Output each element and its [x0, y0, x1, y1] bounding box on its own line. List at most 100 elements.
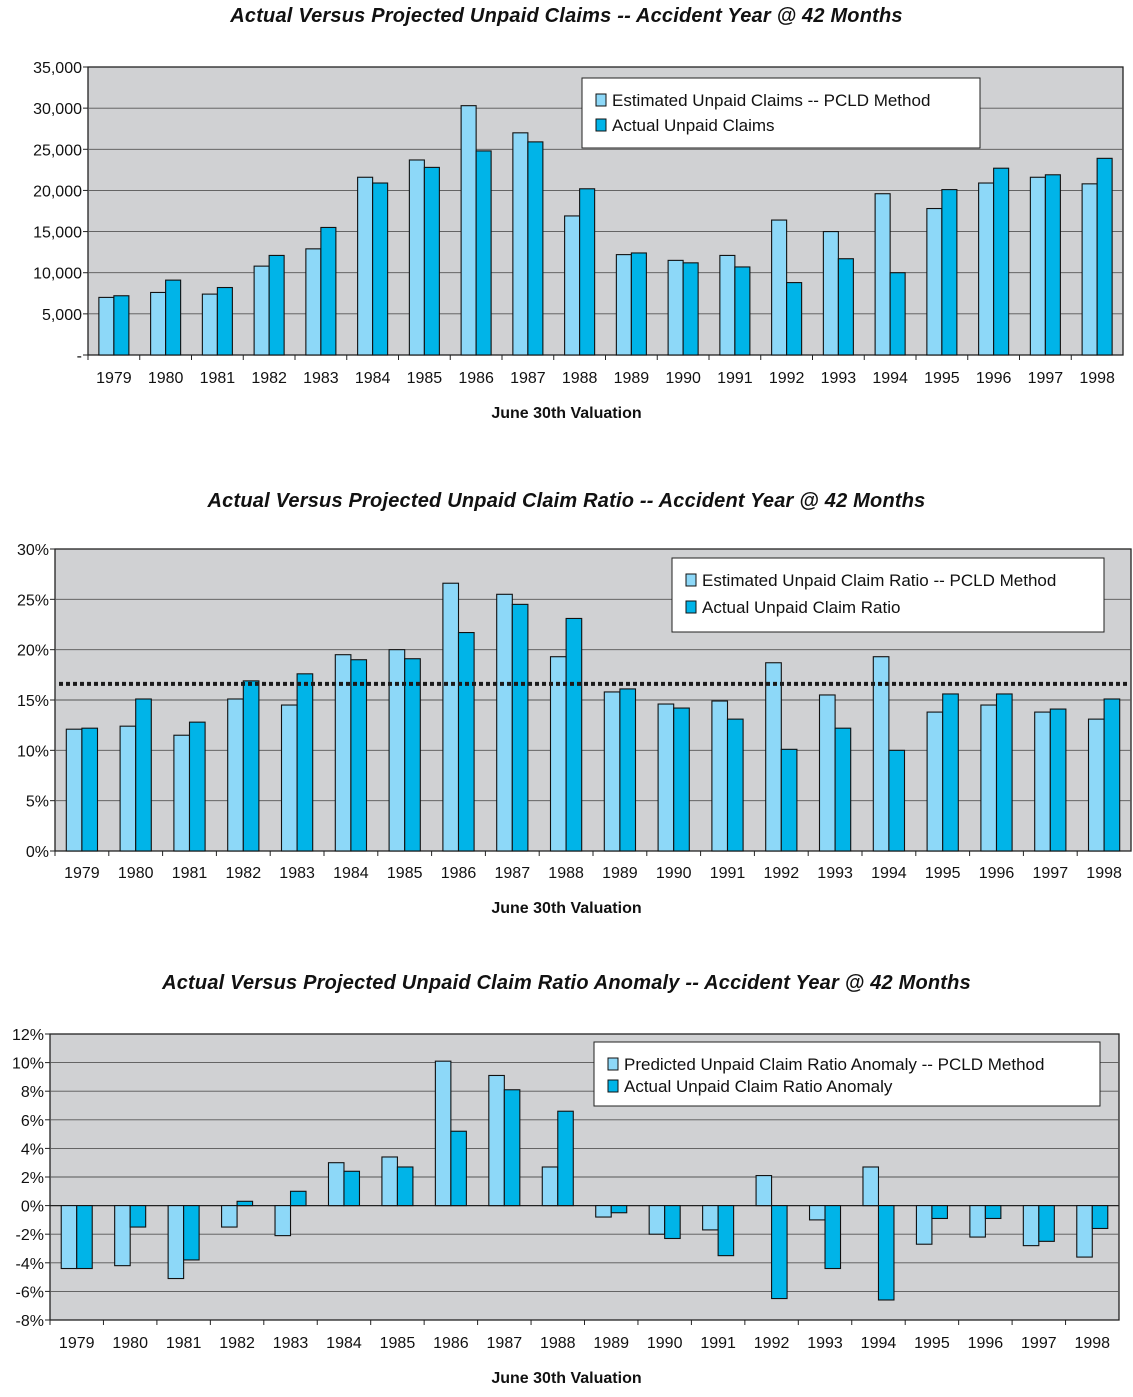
bar-actual-1994: [889, 272, 906, 356]
x-tick-label: 1981: [172, 865, 208, 882]
y-tick-label: 25,000: [33, 142, 82, 159]
bar-actual-1985: [396, 1166, 414, 1207]
x-tick-label: 1994: [872, 370, 908, 387]
x-tick-label: 1987: [510, 370, 546, 387]
bar-estimated-1993: [808, 1205, 826, 1221]
bar-estimated-1979: [65, 728, 83, 852]
legend-label: Estimated Unpaid Claims -- PCLD Method: [612, 91, 930, 110]
bar-actual-1989: [619, 688, 637, 852]
y-tick-label: 20%: [17, 643, 49, 660]
bar-actual-1980: [129, 1205, 147, 1228]
bar-actual-1995: [941, 189, 958, 356]
bar-estimated-1995: [915, 1205, 933, 1245]
legend-label: Actual Unpaid Claim Ratio Anomaly: [624, 1077, 893, 1096]
x-tick-label: 1991: [717, 370, 753, 387]
bar-estimated-1994: [862, 1166, 880, 1207]
bar-actual-1990: [664, 1205, 681, 1240]
bar-actual-1992: [771, 1205, 788, 1300]
bar-estimated-1997: [1022, 1205, 1040, 1247]
bar-actual-1986: [475, 150, 492, 356]
x-tick-label: 1990: [647, 1335, 683, 1352]
bar-actual-1993: [834, 727, 852, 852]
x-tick-label: 1986: [441, 865, 477, 882]
x-tick-label: 1979: [59, 1335, 95, 1352]
bar-estimated-1992: [765, 662, 782, 852]
bar-actual-1988: [565, 617, 583, 852]
bar-actual-1996: [995, 693, 1013, 852]
x-tick-label: 1984: [333, 865, 369, 882]
bar-actual-1995: [942, 693, 959, 852]
bar-actual-1988: [579, 188, 596, 356]
legend-swatch: [607, 1057, 619, 1071]
chart-3-plot: -8% -6% -4% -2% 0% 2% 4% 6% 8% 10% 12% 1979 1980 1981…: [12, 1027, 1120, 1352]
bar-actual-1991: [734, 266, 751, 356]
x-tick-label: 1994: [871, 865, 907, 882]
y-tick-label: 35,000: [33, 60, 82, 77]
x-tick-label: 1983: [273, 1335, 309, 1352]
x-tick-label: 1985: [407, 370, 443, 387]
legend-swatch: [685, 573, 697, 587]
legend-label: Estimated Unpaid Claim Ratio -- PCLD Met…: [702, 571, 1056, 590]
bar-actual-1997: [1044, 174, 1061, 356]
y-tick-label: 12%: [12, 1027, 44, 1044]
bar-actual-1981: [188, 721, 206, 852]
x-tick-label: 1997: [1033, 865, 1069, 882]
bar-estimated-1983: [274, 1205, 292, 1237]
chart-3-title: Actual Versus Projected Unpaid Claim Rat…: [162, 972, 971, 994]
y-tick-label: 10,000: [33, 266, 82, 283]
bar-actual-1997: [1049, 708, 1067, 852]
y-tick-label: 8%: [21, 1084, 44, 1101]
bar-actual-1984: [350, 659, 368, 852]
x-tick-label: 1980: [148, 370, 184, 387]
x-tick-label: 1989: [602, 865, 638, 882]
bar-actual-1992: [786, 282, 803, 356]
bar-estimated-1989: [595, 1205, 612, 1218]
bar-estimated-1980: [119, 725, 137, 852]
bar-actual-1987: [527, 141, 544, 356]
x-tick-label: 1990: [665, 370, 701, 387]
bar-actual-1981: [216, 286, 233, 356]
x-tick-label: 1997: [1021, 1335, 1057, 1352]
legend-box: [671, 557, 1105, 633]
bar-actual-1993: [824, 1205, 842, 1270]
x-tick-label: 1998: [1086, 865, 1122, 882]
bar-actual-1984: [343, 1170, 361, 1207]
chart-1-plot: - 5,000 10,000 15,000 20,000 25,000 30,000 35,0…: [33, 60, 1124, 387]
bar-estimated-1982: [221, 1205, 238, 1228]
x-tick-label: 1992: [754, 1335, 790, 1352]
bar-actual-1982: [242, 680, 260, 852]
bar-actual-1987: [503, 1089, 521, 1207]
x-tick-label: 1992: [769, 370, 805, 387]
bar-actual-1991: [726, 718, 744, 852]
y-tick-label: 10%: [17, 743, 49, 760]
bar-actual-1984: [372, 182, 389, 356]
x-tick-label: 1981: [166, 1335, 202, 1352]
bar-actual-1983: [320, 226, 337, 356]
bar-estimated-1982: [227, 698, 244, 852]
x-tick-label: 1983: [279, 865, 315, 882]
y-tick-label: 4%: [21, 1141, 44, 1158]
x-tick-label: 1981: [200, 370, 236, 387]
y-tick-label: -2%: [16, 1227, 44, 1244]
x-tick-label: 1997: [1028, 370, 1064, 387]
bar-estimated-1988: [541, 1166, 559, 1207]
y-tick-label: 2%: [21, 1170, 44, 1187]
bar-actual-1982: [268, 254, 285, 356]
bar-estimated-1993: [818, 694, 836, 852]
y-tick-label: 15,000: [33, 225, 82, 242]
bar-actual-1994: [877, 1205, 895, 1301]
bar-actual-1989: [610, 1205, 628, 1214]
x-tick-label: 1989: [614, 370, 650, 387]
x-tick-label: 1987: [487, 1335, 523, 1352]
x-tick-label: 1984: [326, 1335, 362, 1352]
bar-estimated-1992: [755, 1175, 773, 1207]
x-tick-label: 1979: [96, 370, 132, 387]
chart-1-title: Actual Versus Projected Unpaid Claims --…: [230, 5, 903, 27]
y-tick-label: 25%: [17, 592, 49, 609]
bar-actual-1980: [135, 698, 152, 852]
bar-actual-1990: [682, 262, 699, 356]
x-tick-label: 1996: [979, 865, 1015, 882]
bar-estimated-1990: [657, 703, 675, 852]
y-tick-label: -6%: [16, 1284, 44, 1301]
bar-actual-1979: [76, 1205, 93, 1270]
